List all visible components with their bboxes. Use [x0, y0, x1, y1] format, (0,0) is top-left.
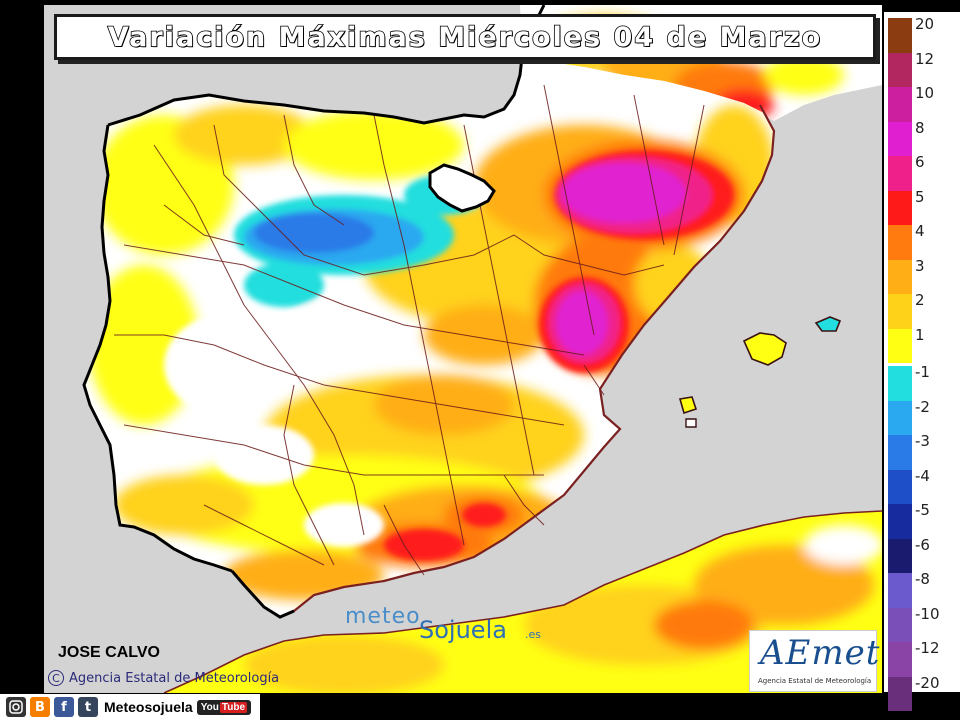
instagram-icon[interactable]	[6, 697, 26, 717]
legend-swatch-negative-0	[888, 366, 912, 401]
legend-swatch-positive-9	[888, 328, 912, 363]
aemet-logo: AEmet Agencia Estatal de Meteorología	[749, 630, 881, 692]
legend-label-positive-3: 8	[915, 118, 925, 137]
copyright-icon: C	[48, 670, 64, 686]
legend-label-positive-8: 2	[915, 291, 925, 309]
youtube-you: You	[200, 701, 219, 713]
map-area	[44, 5, 882, 693]
facebook-icon[interactable]: f	[54, 697, 74, 717]
legend-label-positive-9: 1	[915, 325, 925, 344]
legend-swatch-positive-6	[888, 225, 912, 260]
legend-label-negative-8: -12	[915, 639, 940, 657]
legend-label-negative-9: -20	[915, 673, 940, 692]
legend-label-positive-7: 3	[915, 256, 925, 275]
legend-swatch-negative-2	[888, 435, 912, 470]
aemet-logo-subtitle: Agencia Estatal de Meteorología	[758, 677, 872, 685]
legend-label-negative-2: -3	[915, 432, 930, 450]
watermark-meteo: meteo	[345, 604, 421, 629]
agency-credit-text: Agencia Estatal de Meteorología	[69, 670, 280, 686]
legend-swatch-negative-7	[888, 607, 912, 642]
social-handle[interactable]: Meteosojuela	[104, 699, 193, 715]
legend-label-positive-1: 12	[915, 49, 935, 68]
legend-swatch-negative-1	[888, 400, 912, 435]
tumblr-icon[interactable]: t	[78, 697, 98, 717]
title-banner: Variación Máximas Miércoles 04 de Marzo	[54, 14, 876, 60]
legend-label-negative-5: -6	[915, 535, 930, 554]
legend-swatch-negative-4	[888, 504, 912, 539]
legend-label-negative-1: -2	[915, 397, 930, 416]
map-title: Variación Máximas Miércoles 04 de Marzo	[107, 21, 823, 54]
legend-swatch-negative-6	[888, 573, 912, 608]
blogger-icon[interactable]: B	[30, 697, 50, 717]
aemet-logo-word: AEmet	[760, 633, 881, 673]
legend-label-positive-6: 4	[915, 222, 925, 240]
legend-label-negative-0: -1	[915, 363, 930, 381]
watermark-sojuela: Sojuela	[419, 616, 507, 644]
legend-label-negative-6: -8	[915, 570, 930, 588]
legend-swatch-negative-5	[888, 538, 912, 573]
legend-label-negative-4: -5	[915, 501, 930, 519]
legend-label-positive-4: 6	[915, 153, 925, 171]
legend-label-positive-5: 5	[915, 187, 925, 206]
legend-swatch-negative-8	[888, 642, 912, 677]
legend-swatch-positive-4	[888, 156, 912, 191]
author-credit: JOSE CALVO	[58, 644, 160, 661]
legend-swatch-negative-9	[888, 676, 912, 711]
agency-credit: C Agencia Estatal de Meteorología	[48, 670, 279, 686]
legend-label-negative-3: -4	[915, 466, 930, 485]
legend-swatch-positive-5	[888, 190, 912, 225]
color-legend: 20 12 10 8 6 5 4 3 2 1 -1 -2 -3 -4 -5 -6 -8 -10 -12 -20	[884, 12, 960, 711]
watermark-suffix: .es	[525, 628, 541, 641]
legend-swatch-positive-3	[888, 121, 912, 156]
legend-swatch-positive-1	[888, 52, 912, 87]
legend-swatch-positive-2	[888, 87, 912, 122]
forecast-map	[44, 5, 882, 693]
youtube-icon[interactable]: You Tube	[196, 699, 252, 715]
legend-swatch-positive-8	[888, 294, 912, 329]
legend-swatch-positive-0	[888, 18, 912, 53]
youtube-tube: Tube	[219, 701, 248, 713]
legend-swatch-positive-7	[888, 259, 912, 294]
legend-label-positive-2: 10	[915, 84, 935, 102]
legend-label-negative-7: -10	[915, 604, 940, 623]
social-bar: B f t Meteosojuela You Tube	[0, 694, 260, 720]
legend-label-positive-0: 20	[915, 15, 935, 33]
legend-swatch-negative-3	[888, 469, 912, 504]
